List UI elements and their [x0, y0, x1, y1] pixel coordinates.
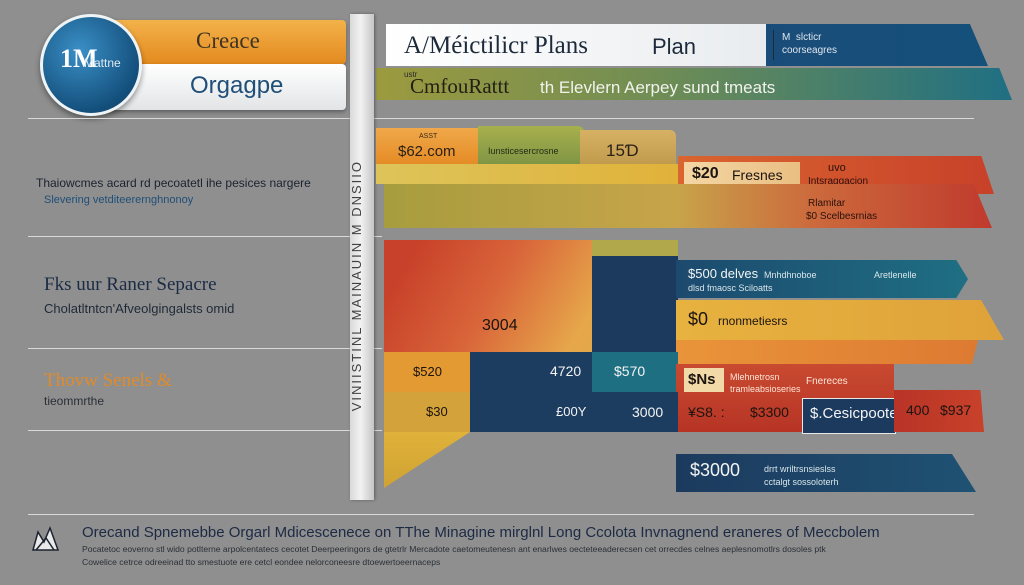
- divider-line-4: [28, 430, 382, 431]
- cell-c2-value: 4720: [550, 363, 582, 379]
- row2-olive-band: [384, 184, 992, 228]
- row1-small: ASST: [419, 133, 438, 140]
- header-sub-small: ustr: [404, 70, 418, 79]
- header-sub-desc: th Elevlern Aerpey sund tmeats: [540, 78, 776, 97]
- row1-orange-block: [376, 128, 482, 166]
- logo-tab-bottom-label: Orgagpe: [190, 72, 284, 99]
- row1-green-block: [478, 126, 584, 166]
- header-divider: [773, 30, 774, 60]
- red3-price: $Ns: [688, 371, 716, 388]
- cell-c4: [384, 392, 470, 432]
- cell-c6-value: 3000: [632, 404, 664, 420]
- row1-red-box: [684, 162, 800, 186]
- header-banner-light: [386, 24, 766, 66]
- teal-right: Aretlenelle: [874, 270, 917, 280]
- row1-price: $62.com: [398, 143, 456, 160]
- cell-c4-value: $30: [426, 404, 448, 419]
- cell-c5-value: £00Y: [556, 404, 587, 419]
- big-block-value: 3004: [482, 317, 518, 334]
- header-sub-title: CmfouRattt: [410, 74, 510, 98]
- left-line-1: Thaiowcmes acard rd pecoatetl ihe pesice…: [36, 176, 311, 190]
- olive-cap: [592, 240, 678, 256]
- teal-arrow: [676, 260, 968, 298]
- left-line-2: Slevering vetditeerernghnonoy: [44, 194, 194, 206]
- bottom-yellow-wedge: [384, 432, 470, 488]
- logo-tab-top-label: Creace: [196, 28, 260, 53]
- row2-note-2: $0 Scelbesrnias: [806, 211, 878, 222]
- teal-small: Mnhdhnoboe: [764, 270, 817, 280]
- cell-c5: [470, 392, 592, 432]
- row1-green-label: Iunsticesercrosne: [488, 146, 559, 156]
- cell-c3: [592, 352, 678, 392]
- footer-icon: [30, 524, 64, 552]
- divider-line-3: [28, 348, 382, 349]
- divider-line-2: [28, 236, 382, 237]
- orange-wedge: [676, 340, 978, 364]
- header-banner-note-1: M slcticr: [782, 32, 822, 43]
- header-banner-title: A/Méictilicr Plans: [404, 32, 588, 59]
- footer-line-1: Pocatetoc eoverno stl wido potlterne arp…: [82, 544, 826, 554]
- row1-yellow-strip: [376, 164, 678, 184]
- navy-column: [592, 254, 678, 352]
- red3-n2: $3300: [750, 404, 789, 420]
- bottom-price: $3000: [690, 460, 741, 480]
- left-heading-3: Thovw Senels &: [44, 370, 172, 391]
- logo-circle-text: 1M: [60, 44, 98, 73]
- left-line-4: tieommrthe: [44, 394, 105, 408]
- header-subbanner: [376, 68, 1012, 100]
- row1-tan-block: [580, 130, 676, 166]
- cell-c1: [384, 352, 470, 392]
- logo-circle-subtext: Mattne: [84, 56, 121, 70]
- teal-title: $500 delves: [688, 266, 759, 281]
- row2-note-1: Rlamitar: [808, 198, 846, 209]
- red3-note-1: Mlehnetrosn: [730, 372, 780, 382]
- yellow-arrow: [676, 300, 1004, 340]
- red3-box: [802, 398, 896, 434]
- left-line-3: Cholatltntcn'Afveolgingalsts omid: [44, 301, 235, 316]
- red3-n4: $937: [940, 402, 972, 418]
- row1-red-label: Fresnes: [732, 167, 783, 183]
- cell-c1-value: $520: [413, 364, 442, 379]
- row1-right-value: 15Ɗ: [606, 141, 639, 160]
- spine-vertical-text: VINIISTINL MAINAUIN M DNSIIO: [349, 160, 364, 412]
- logo-circle: [40, 14, 142, 116]
- divider-line-1: [28, 118, 974, 119]
- footer-line-2: Cowelice cetrce odreeinad tto smestuote …: [82, 557, 441, 567]
- row1-red-price: $20: [692, 165, 719, 182]
- left-heading-2: Fks uur Raner Sepacre: [44, 274, 217, 295]
- red3-right: Fnereces: [806, 376, 848, 387]
- cell-c3-value: $570: [614, 363, 646, 379]
- row1-red-note-2: Intsraggacion: [808, 176, 869, 187]
- bottom-navy-arrow: [676, 454, 976, 492]
- header-banner-note-2: coorseagres: [782, 45, 838, 56]
- footer-title: Orecand Spnemebbe Orgarl Mdicescenece on…: [82, 524, 880, 541]
- red3-note-2: tramleabsioseries: [730, 384, 801, 394]
- yellow-label: $0: [688, 309, 709, 329]
- red3-box-label: $.Cesicpoote: [810, 405, 898, 422]
- teal-sub: dlsd fmaosc Sciloatts: [688, 283, 773, 293]
- bottom-note-2: cctalgt sossoloterh: [764, 477, 839, 487]
- red3-tail: [894, 390, 984, 432]
- red3-price-box: [684, 368, 724, 392]
- spine: [350, 14, 374, 500]
- header-banner-plan: Plan: [652, 34, 697, 59]
- divider-line-5: [28, 514, 974, 515]
- bottom-note-1: drrt wriltrsnsieslss: [764, 464, 836, 474]
- yellow-text: rnonmetiesrs: [718, 314, 788, 328]
- row1-red-note-1: uvo: [828, 162, 846, 174]
- cell-c2: [470, 352, 592, 392]
- red3-n3: 400: [906, 402, 930, 418]
- cell-c6: [592, 392, 678, 432]
- red3-n1: ¥S8. :: [688, 404, 725, 420]
